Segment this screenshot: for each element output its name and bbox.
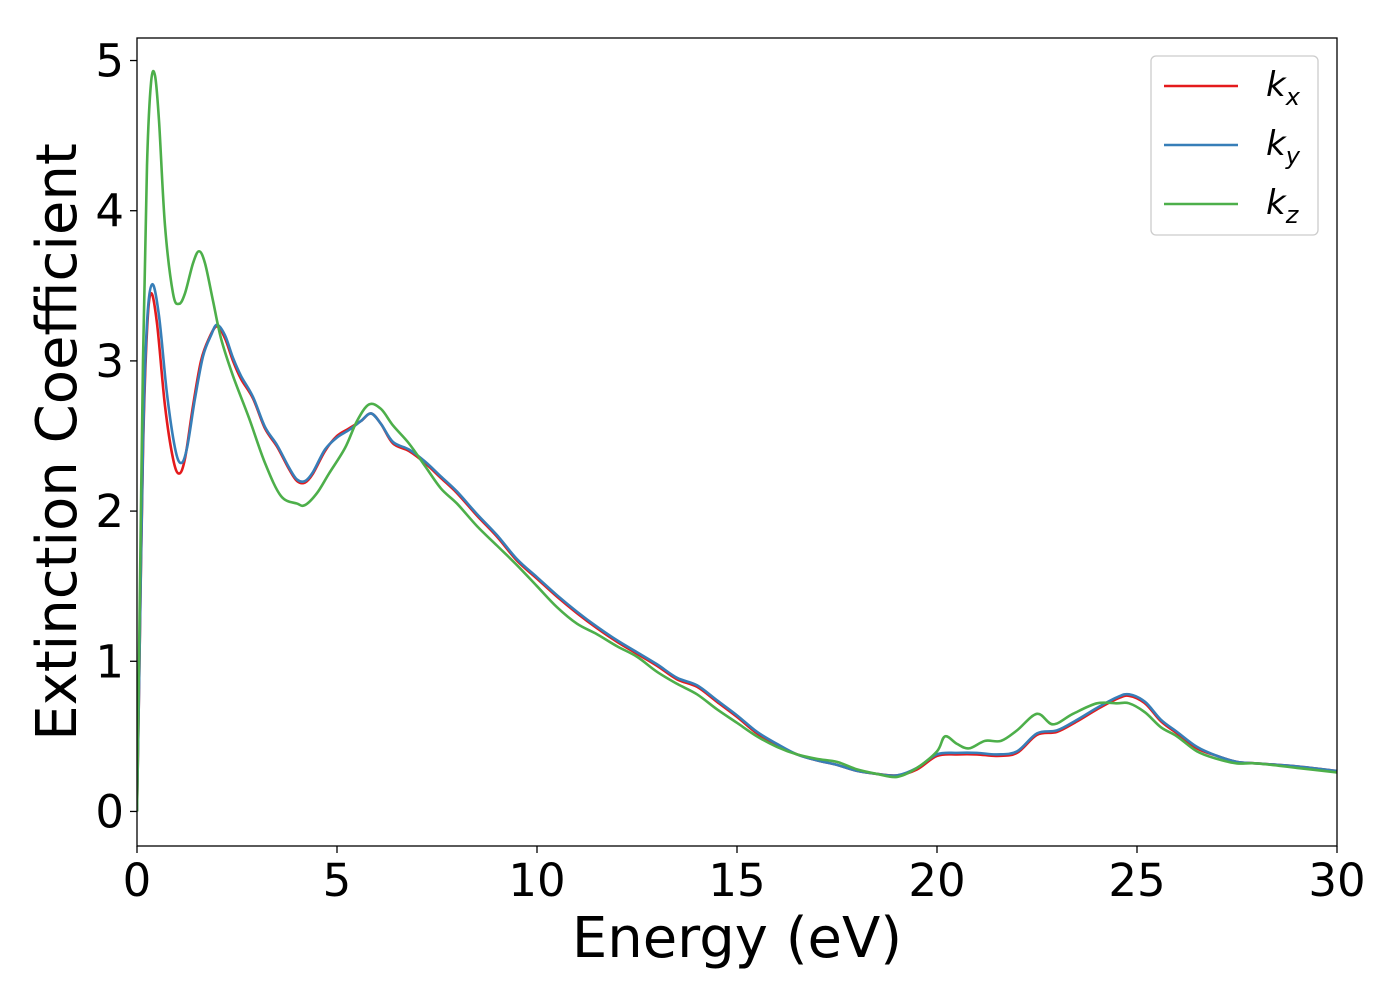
x-tick-label: 25 [1108, 854, 1165, 907]
x-axis-title: Energy (eV) [572, 906, 902, 971]
x-tick-label: 5 [323, 854, 352, 907]
x-tick-label: 30 [1308, 854, 1365, 907]
y-tick-label: 1 [95, 635, 124, 688]
x-tick-label: 15 [708, 854, 765, 907]
y-tick-label: 2 [95, 485, 124, 538]
x-tick-label: 10 [508, 854, 565, 907]
plot-area [137, 69, 1337, 812]
y-tick-label: 0 [95, 785, 124, 838]
legend-label-kz: kz [1266, 183, 1300, 229]
series-line-kz [137, 69, 1337, 812]
y-axis: 0 1 2 3 4 5 [95, 35, 137, 838]
y-tick-label: 3 [95, 335, 124, 388]
y-tick-label: 4 [95, 185, 124, 238]
y-axis-title: Extinction Coefficient [25, 143, 90, 741]
y-tick-label: 5 [95, 35, 124, 88]
x-tick-label: 0 [123, 854, 152, 907]
x-axis: 0 5 10 15 20 25 30 [123, 846, 1366, 907]
legend-label-ky: ky [1266, 124, 1301, 170]
x-tick-label: 20 [908, 854, 965, 907]
legend: kx ky kz [1150, 55, 1319, 236]
series-line-ky [137, 282, 1337, 812]
series-line-kx [137, 292, 1337, 812]
legend-label-kx: kx [1266, 65, 1301, 111]
